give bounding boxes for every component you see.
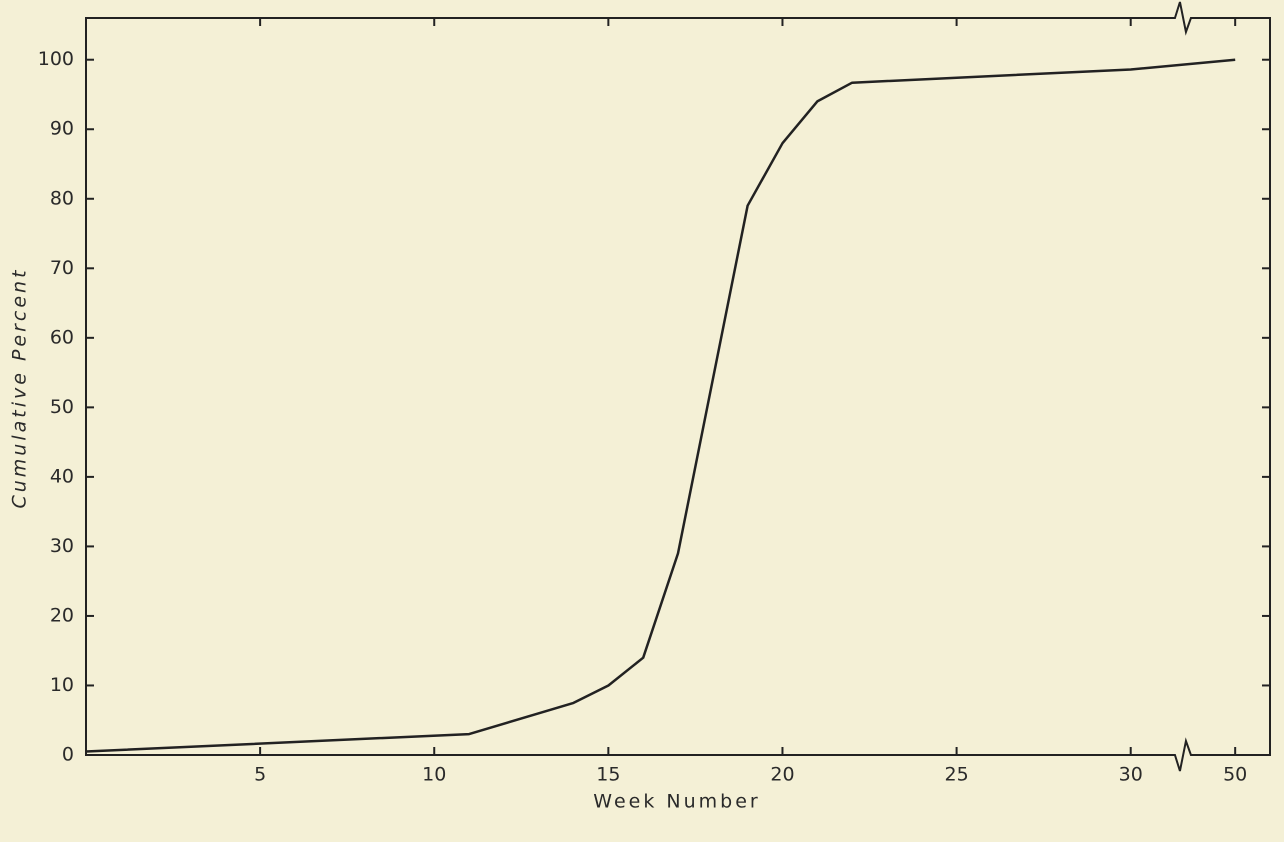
y-tick-label: 50 — [50, 396, 74, 418]
plot-frame — [85, 17, 1271, 756]
y-tick-label: 40 — [50, 465, 74, 487]
axis-break-mark — [1168, 1, 1197, 36]
y-axis-label: Cumulative Percent — [9, 267, 31, 508]
x-axis-label: Week Number — [593, 791, 760, 813]
x-tick-label: 10 — [422, 764, 446, 786]
y-tick-label: 90 — [50, 118, 74, 140]
x-tick-label: 20 — [770, 764, 794, 786]
axis-break-mark — [1168, 737, 1197, 772]
data-line — [85, 58, 1236, 753]
y-tick-label: 20 — [50, 604, 74, 626]
x-tick-label: 50 — [1223, 764, 1247, 786]
x-tick-label: 30 — [1119, 764, 1143, 786]
x-tick-label: 5 — [254, 764, 266, 786]
y-tick-label: 0 — [62, 744, 74, 766]
y-tick-label: 60 — [50, 326, 74, 348]
y-tick-label: 10 — [50, 674, 74, 696]
x-tick-label: 15 — [596, 764, 620, 786]
x-tick-label: 25 — [944, 764, 968, 786]
y-tick-label: 100 — [38, 48, 74, 70]
y-tick-label: 70 — [50, 257, 74, 279]
y-tick-label: 30 — [50, 535, 74, 557]
y-tick-label: 80 — [50, 187, 74, 209]
